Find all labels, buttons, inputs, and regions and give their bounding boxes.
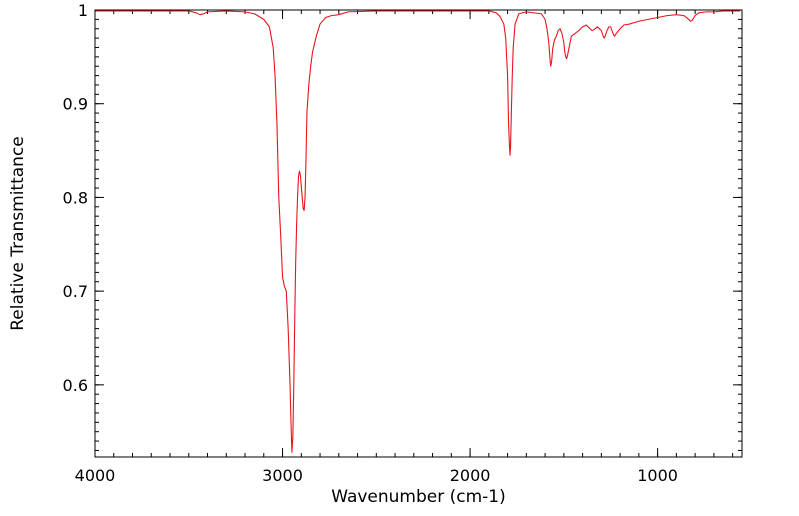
plot-frame — [94, 9, 743, 458]
x-tick-label: 3000 — [262, 466, 303, 485]
y-tick-label: 0.8 — [63, 188, 88, 207]
transmittance-line — [95, 10, 741, 453]
y-tick-label: 1 — [78, 1, 88, 20]
y-axis-label: Relative Transmittance — [8, 136, 28, 331]
y-tick-label: 0.7 — [63, 282, 88, 301]
minor-ticks — [94, 9, 742, 457]
x-tick-label: 2000 — [450, 466, 491, 485]
x-axis-label: Wavenumber (cm-1) — [331, 487, 506, 507]
y-tick-label: 0.9 — [63, 95, 88, 114]
x-tick-label: 1000 — [637, 466, 678, 485]
x-tick-label: 4000 — [75, 466, 116, 485]
y-tick-label: 0.6 — [63, 376, 88, 395]
tick-labels: 4000 3000 2000 1000 1 0.9 0.8 0.7 0.6 — [63, 1, 678, 485]
